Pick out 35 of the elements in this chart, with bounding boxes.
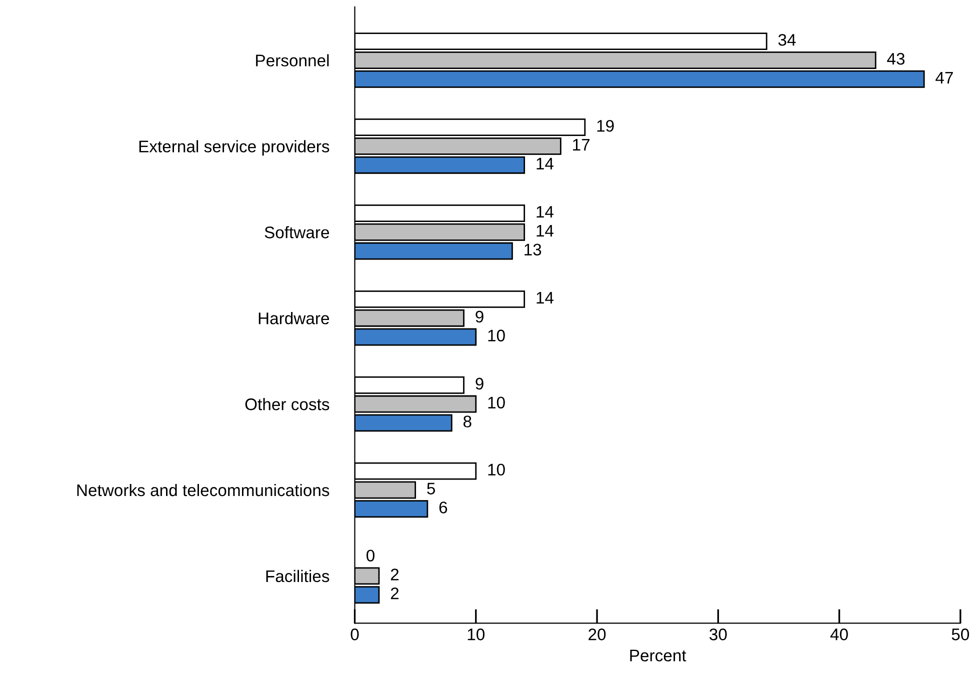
y-tick-label: Networks and telecommunications [77,484,330,496]
x-axis-title: Percent [630,650,686,662]
data-label: 2 [390,568,399,580]
data-label: 34 [778,34,796,46]
data-label: 14 [536,292,554,304]
x-tick-label: 20 [588,628,606,640]
data-label: 14 [536,224,554,236]
data-label: 17 [573,139,590,150]
x-tick-label: 50 [952,628,970,640]
data-label: 43 [887,52,905,65]
data-label: 47 [936,72,953,84]
y-tick-label: Hardware [258,312,330,324]
data-label: 5 [427,482,436,494]
x-tick-label: 30 [710,628,727,640]
y-tick-label: Facilities [266,570,330,582]
data-label: 9 [476,378,484,390]
data-label: 6 [439,502,448,514]
data-label: 9 [476,310,484,323]
data-label: 10 [488,330,505,342]
data-label: 10 [488,464,505,476]
data-label: 0 [366,550,374,562]
x-tick-label: 10 [468,628,485,640]
data-label: 14 [536,206,554,218]
data-label: 13 [524,244,542,256]
y-tick-label: Software [264,226,330,238]
data-label: 14 [536,158,554,170]
data-label: 2 [390,588,399,600]
x-tick-label: 40 [830,628,848,640]
y-tick-label: Other costs [245,398,330,410]
data-label: 19 [597,120,614,132]
y-tick-label: Personnel [256,54,329,66]
data-label: 10 [488,396,505,409]
x-tick-label: 0 [350,628,359,640]
data-label: 8 [463,416,472,428]
y-tick-label: External service providers [139,140,330,156]
